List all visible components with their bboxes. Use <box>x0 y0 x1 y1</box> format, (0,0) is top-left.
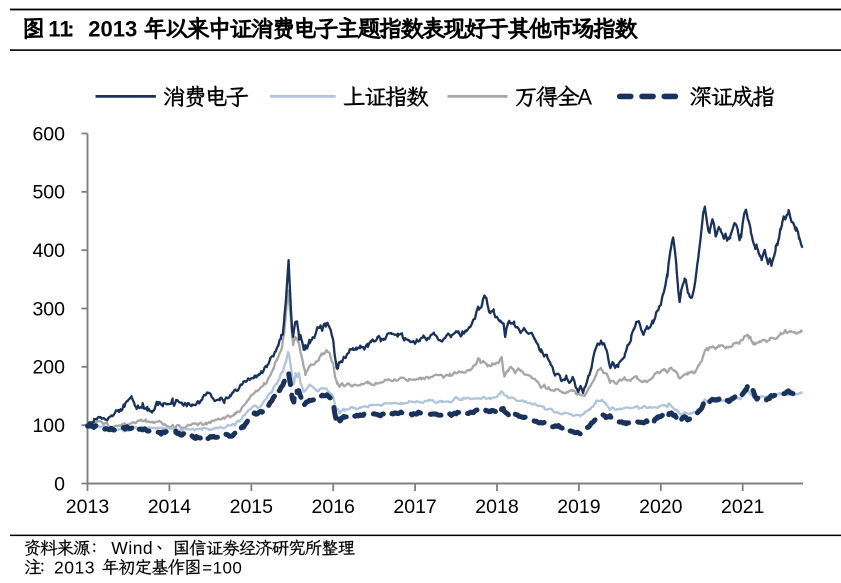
svg-text:500: 500 <box>32 182 65 204</box>
svg-text:2019: 2019 <box>557 496 600 518</box>
svg-text:200: 200 <box>32 357 65 379</box>
svg-text:11: 11 <box>48 16 71 41</box>
svg-text:2014: 2014 <box>148 496 192 518</box>
svg-text:2016: 2016 <box>312 496 355 518</box>
svg-text:Wind: Wind <box>111 538 153 558</box>
svg-text:2017: 2017 <box>393 496 436 518</box>
svg-text:=100: =100 <box>202 558 242 577</box>
svg-text:2013: 2013 <box>66 496 109 518</box>
svg-text::: : <box>67 16 74 41</box>
svg-text:100: 100 <box>32 415 65 437</box>
svg-text:2015: 2015 <box>230 496 274 518</box>
svg-text:2018: 2018 <box>475 496 518 518</box>
svg-text:A: A <box>577 85 592 110</box>
svg-text:2021: 2021 <box>721 496 764 518</box>
svg-text:600: 600 <box>32 123 65 145</box>
svg-text:0: 0 <box>54 473 65 495</box>
svg-text:2020: 2020 <box>639 496 683 518</box>
svg-text:300: 300 <box>32 298 65 320</box>
svg-text:400: 400 <box>32 240 65 262</box>
svg-text:2013: 2013 <box>88 16 137 41</box>
svg-text:2013: 2013 <box>54 557 95 577</box>
